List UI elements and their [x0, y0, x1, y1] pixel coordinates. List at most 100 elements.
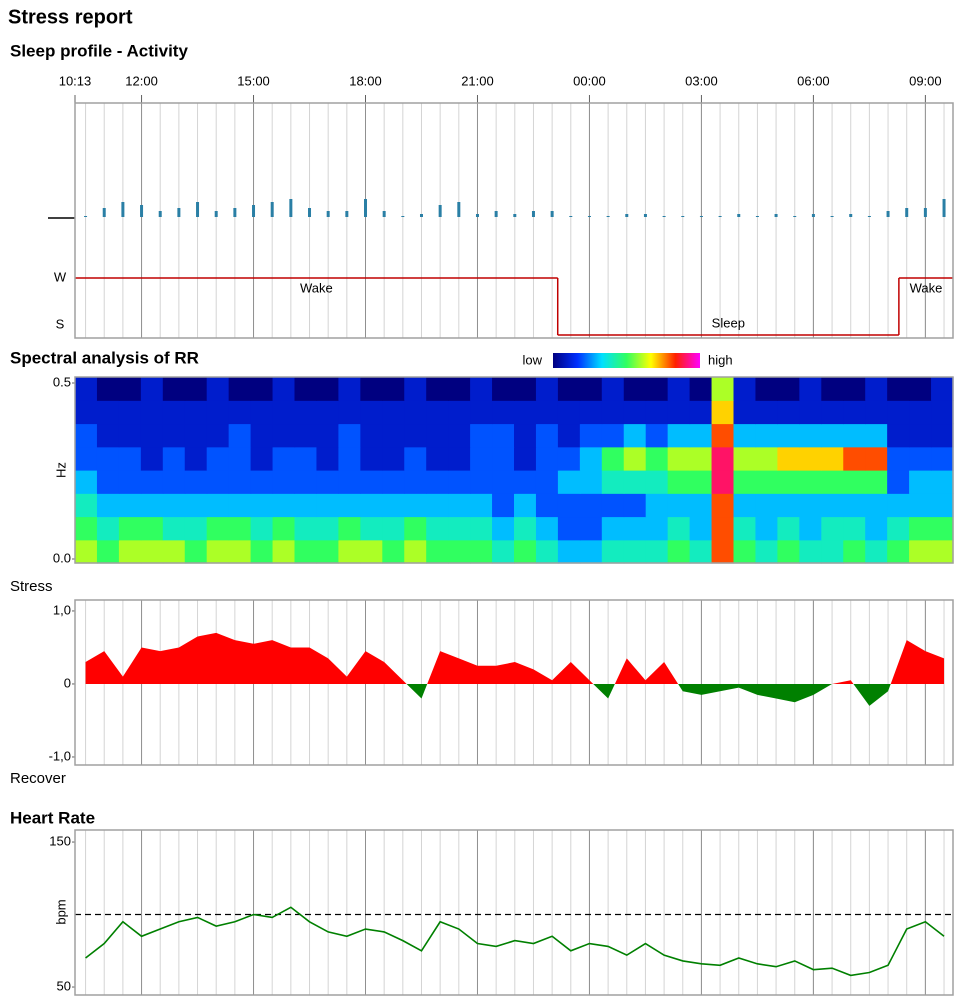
activity-bar [531, 211, 535, 217]
spectrogram-cell [777, 423, 800, 448]
spectrogram-cell [96, 377, 120, 401]
y-tick-label: S [56, 316, 65, 331]
y-tick-label: 0.5 [53, 374, 71, 389]
spectrogram-cell [645, 446, 669, 471]
spectrogram-cell [843, 377, 866, 401]
spectrogram-cell [887, 446, 910, 471]
spectrogram-cell [162, 516, 186, 541]
spectrogram-cell [909, 377, 932, 401]
spectrogram-cell [931, 423, 954, 448]
spectrogram-cell [821, 493, 844, 518]
y-tick-label: 0.0 [53, 550, 71, 565]
spectrogram-cell [623, 423, 647, 448]
spectrogram-cell [448, 446, 471, 471]
spectrogram-cell [601, 539, 625, 564]
spectrogram-cell [711, 377, 735, 401]
spectrogram-cell [667, 423, 691, 448]
spectrogram-cell [733, 516, 757, 541]
spectrogram-cell [557, 493, 581, 518]
spectrogram-cell [843, 539, 866, 564]
spectrogram-cell [426, 446, 449, 471]
activity-bar [550, 211, 554, 217]
spectrogram-cell [799, 516, 822, 541]
chart-title: Spectral analysis of RR [10, 348, 199, 367]
spectrogram-cell [162, 493, 186, 518]
activity-bar [364, 199, 368, 217]
spectrogram-cell [689, 493, 713, 518]
spectrogram-cell [623, 539, 647, 564]
spectrogram-cell [865, 446, 888, 471]
activity-bar [830, 216, 834, 217]
spectrogram-cell [382, 446, 405, 471]
spectrogram-cell [316, 446, 339, 471]
activity-bar [326, 211, 330, 217]
spectrogram-cell [404, 470, 427, 494]
spectrogram-cell [184, 446, 208, 471]
spectrogram-cell [755, 516, 778, 541]
spectrogram-cell [843, 446, 866, 471]
x-tick-label: 18:00 [349, 73, 382, 88]
spectrogram-cell [448, 493, 471, 518]
spectrogram-cell [294, 446, 318, 471]
spectrogram-cell [228, 377, 252, 401]
activity-bar [625, 214, 629, 217]
activity-bar [942, 199, 946, 217]
spectrogram-cell [535, 539, 559, 564]
spectrogram-cell [689, 470, 713, 494]
spectrogram-cell [623, 470, 647, 494]
spectrogram-cell [294, 400, 318, 425]
spectrogram-cell [909, 493, 932, 518]
page-title: Stress report [8, 6, 133, 28]
spectrogram-cell [360, 400, 383, 425]
activity-bar [587, 216, 591, 217]
spectrogram-cell [338, 400, 361, 425]
spectrogram-cell [294, 423, 318, 448]
spectrogram-cell [514, 446, 537, 471]
spectrogram-cell [711, 423, 735, 448]
spectrogram-cell [118, 493, 142, 518]
spectrogram-cell [601, 377, 625, 401]
spectrogram-cell [514, 377, 537, 401]
spectrogram-cell [228, 423, 252, 448]
spectrogram-cell [250, 470, 274, 494]
y-tick-label: 50 [57, 978, 71, 993]
spectrogram-cell [118, 516, 142, 541]
spectrogram-cell [755, 493, 778, 518]
spectrogram-cell [162, 470, 186, 494]
spectrogram-cell [228, 539, 252, 564]
spectrogram-cell [228, 493, 252, 518]
spectrogram-cell [448, 377, 471, 401]
spectrogram-cell [909, 400, 932, 425]
activity-bar [718, 216, 722, 217]
colorbar-label: low [522, 352, 542, 367]
spectrogram-cell [579, 446, 603, 471]
y-tick-label: -1,0 [49, 748, 71, 763]
spectrogram-cell [821, 446, 844, 471]
spectrogram-cell [535, 423, 559, 448]
spectrogram-cell [557, 377, 581, 401]
y-axis-label: Recover [10, 770, 66, 787]
spectrogram-cell [492, 377, 515, 401]
y-tick-label: 0 [64, 675, 71, 690]
spectrogram-cell [272, 470, 296, 494]
spectrogram-cell [645, 423, 669, 448]
spectrogram-cell [909, 539, 932, 564]
spectrogram-cell [294, 470, 318, 494]
spectrogram-cell [470, 470, 493, 494]
spectrogram-cell [601, 423, 625, 448]
activity-bar [662, 216, 666, 217]
spectrogram-cell [184, 423, 208, 448]
spectrogram-cell [514, 493, 537, 518]
spectrogram-cell [118, 470, 142, 494]
spectrogram-cell [887, 377, 910, 401]
y-tick-label: 1,0 [53, 602, 71, 617]
spectrogram-cell [360, 493, 383, 518]
spectrogram-cell [75, 470, 98, 494]
spectrogram-cell [470, 516, 493, 541]
spectrogram-cell [667, 539, 691, 564]
spectrogram-cell [426, 516, 449, 541]
spectrogram-cell [843, 400, 866, 425]
spectrogram-cell [821, 400, 844, 425]
spectrogram-cell [470, 377, 493, 401]
spectrogram-cell [404, 516, 427, 541]
